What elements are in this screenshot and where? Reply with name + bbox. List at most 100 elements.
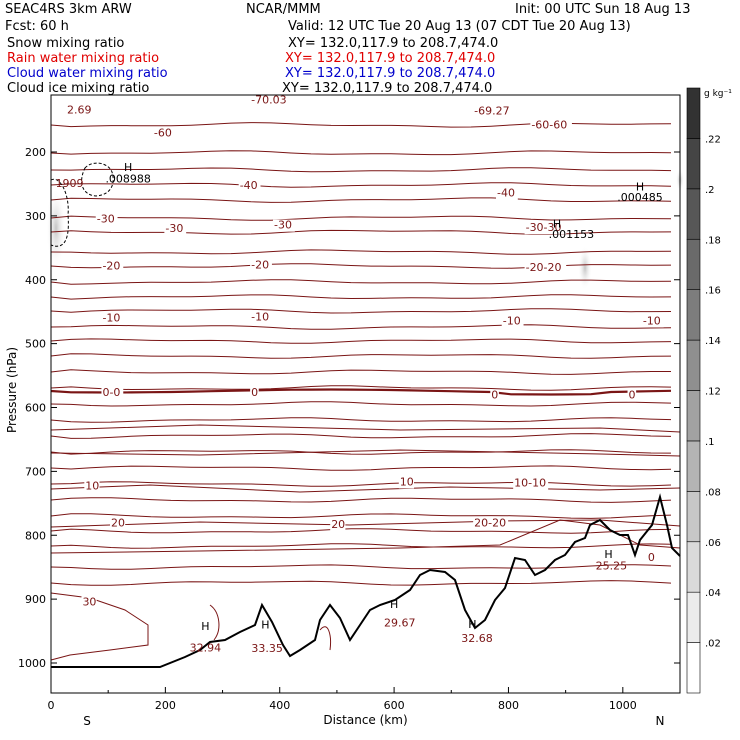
x-tick-label: 400 <box>269 699 290 712</box>
isotherm-label-bg <box>627 389 637 402</box>
x-tick-label: 600 <box>384 699 405 712</box>
isotherm-label-bg <box>250 259 272 272</box>
init-time: Init: 00 UTC Sun 18 Aug 13 <box>515 2 691 17</box>
isotherm-line <box>50 353 672 359</box>
colorbar-tick-label: .04 <box>705 588 721 599</box>
isotherm-label: -30 <box>274 219 292 232</box>
isotherm-line <box>50 167 672 173</box>
extremum-label: H <box>261 619 269 632</box>
top-contour-label: 1909 <box>56 177 84 190</box>
isotherm-line <box>50 481 672 487</box>
isotherm-line <box>50 229 672 235</box>
isotherm-label: 0 <box>629 389 636 402</box>
extremum-label: H <box>390 598 398 611</box>
top-contour-label: 2.69 <box>67 104 92 117</box>
isotherm-line <box>50 564 672 570</box>
isotherm-line <box>50 279 672 285</box>
terrain-line <box>51 493 681 668</box>
field-xy-rain: XY= 132.0,117.9 to 208.7,474.0 <box>285 51 496 66</box>
isotherm-line <box>50 308 672 314</box>
shade-mid <box>578 246 592 290</box>
isotherm-label-bg <box>101 387 124 400</box>
plot-frame-rect <box>50 94 681 694</box>
isotherm-label-bg <box>81 596 97 609</box>
isotherm-label-bg <box>250 311 272 324</box>
isotherm-label-bg <box>238 180 261 193</box>
extremum-label: 32.94 <box>190 642 222 655</box>
extremum-label: .008988 <box>105 173 151 186</box>
isotherm-line <box>50 369 671 375</box>
extremum-label: H <box>604 548 612 561</box>
isotherm-label-bg <box>513 477 549 490</box>
isotherm-label-bg <box>164 222 187 235</box>
isotherm-label-bg <box>530 119 572 132</box>
isotherm-label: -20 <box>102 260 120 273</box>
isotherm-label-bg <box>273 219 295 232</box>
extremum-label: 32.68 <box>461 632 493 645</box>
field-xy-snow: XY= 132.0,117.9 to 208.7,474.0 <box>288 36 499 51</box>
colorbar-bin <box>686 390 701 442</box>
y-tick-label: 500 <box>25 338 46 351</box>
isotherm-line <box>50 543 672 549</box>
colorbar-tick-label: .22 <box>705 134 721 145</box>
colorbar-bin <box>686 87 701 139</box>
isotherm-line <box>50 519 681 554</box>
top-contour-label: -70.03 <box>251 93 286 106</box>
x-tick-label: 1000 <box>609 699 637 712</box>
isotherm-line <box>50 513 672 519</box>
isotherm-line <box>50 528 672 534</box>
isotherm-line <box>50 424 681 433</box>
isotherm-label-bg <box>490 389 499 402</box>
isotherm-label: -30 <box>97 212 115 225</box>
extremum-label: H <box>201 620 209 633</box>
isotherm-label: 0 <box>251 386 258 399</box>
isotherm-line <box>319 626 331 651</box>
colorbar-bin <box>686 289 701 341</box>
isotherm-label-bg <box>250 387 259 400</box>
isotherm-line <box>50 294 672 300</box>
isotherm-label: -40 <box>240 179 258 192</box>
contour-labels: -60-60-60-40-40-30-30 -30 -30-30-20 -20 -20-… <box>56 93 664 655</box>
colorbar-bin <box>686 591 701 643</box>
extremum-label: H <box>636 180 644 193</box>
isotherm-label-bg <box>496 187 518 200</box>
isotherm-line <box>50 385 672 391</box>
isotherm-line <box>50 150 672 156</box>
isotherm-label-bg <box>84 480 100 493</box>
colorbar-tick-label: .14 <box>705 336 721 347</box>
colorbar-bin <box>686 541 701 593</box>
isotherm-30-line <box>50 592 149 661</box>
colorbar-unit: g kg⁻¹ <box>704 89 732 99</box>
extremum-label: .000485 <box>617 191 663 204</box>
isotherm-line <box>50 197 672 203</box>
y-axis-title: Pressure (hPa) <box>5 347 19 433</box>
isotherm-label: -20 <box>251 258 269 271</box>
isotherm-line <box>209 604 220 641</box>
isotherm-label: -60 <box>154 127 172 140</box>
isotherm-label-bg <box>95 213 118 226</box>
isotherm-label-bg <box>110 517 126 530</box>
isotherm-label-bg <box>473 517 509 530</box>
isotherm-label: -10 <box>503 314 521 327</box>
freezing-level-line <box>50 388 672 396</box>
colorbar-bin <box>686 440 701 492</box>
isotherm-line <box>50 401 672 407</box>
top-contour-label: -69.27 <box>474 104 509 117</box>
colorbar-tick-label: .12 <box>705 387 721 398</box>
colorbar-tick-label: .2 <box>705 185 715 196</box>
colorbar-bin <box>686 188 701 240</box>
extremum-label: .001153 <box>549 228 595 241</box>
isotherm-label-bg <box>398 476 415 489</box>
isotherm-label: 0 <box>491 389 498 402</box>
isotherm-label: 20-20 <box>474 516 506 529</box>
isotherm-label: 10 <box>85 479 99 492</box>
isotherm-line <box>50 449 681 457</box>
isotherm-label: 10 <box>400 475 414 488</box>
colorbar-bin <box>686 642 701 694</box>
isotherm-line <box>50 249 672 255</box>
isotherm-label: 10-10 <box>514 477 546 490</box>
model-title: SEAC4RS 3km ARW <box>5 2 132 17</box>
field-label-cloud-ice: Cloud ice mixing ratio <box>7 81 150 96</box>
y-tick-label: 200 <box>25 146 46 159</box>
